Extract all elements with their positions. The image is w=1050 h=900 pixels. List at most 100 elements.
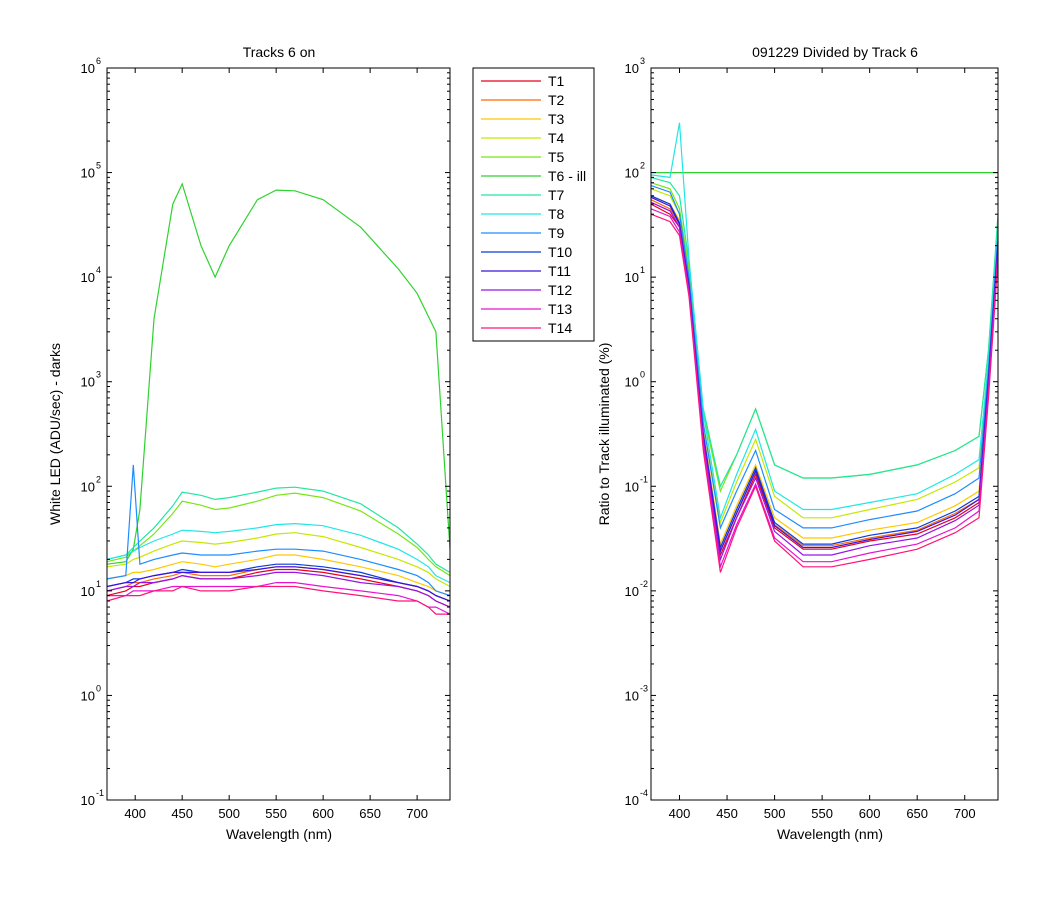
- right-x-tick-label: 600: [859, 806, 881, 821]
- legend-label: T8: [548, 206, 565, 222]
- left-x-tick-label: 700: [406, 806, 428, 821]
- right-series-t10: [650, 195, 999, 550]
- legend-label: T2: [548, 92, 565, 108]
- right-y-tick-exponent: 1: [640, 265, 645, 275]
- right-y-tick-label: 10: [625, 479, 639, 494]
- left-y-tick-label: 10: [81, 375, 95, 390]
- left-y-tick-exponent: 2: [96, 474, 101, 484]
- right-y-tick-label: 10: [625, 61, 639, 76]
- right-y-tick-label: 10: [625, 584, 639, 599]
- right-y-tick-label: 10: [625, 166, 639, 181]
- left-x-tick-label: 650: [359, 806, 381, 821]
- left-series-t12: [106, 571, 451, 608]
- left-series-t11: [106, 566, 451, 602]
- right-y-tick-label: 10: [625, 270, 639, 285]
- left-y-tick-label: 10: [81, 479, 95, 494]
- right-series-t7: [650, 176, 999, 489]
- legend-label: T5: [548, 149, 565, 165]
- left-series-t3: [106, 554, 451, 597]
- right-y-tick-exponent: -1: [640, 474, 648, 484]
- right-plot-ylabel: Ratio to Track illuminated (%): [596, 343, 612, 526]
- right-y-tick-exponent: -2: [640, 579, 648, 589]
- right-y-tick-exponent: -4: [640, 788, 648, 798]
- right-series-t13: [650, 208, 999, 570]
- right-plot-title: 091229 Divided by Track 6: [752, 44, 918, 60]
- legend-label: T4: [548, 130, 565, 146]
- right-y-tick-label: 10: [625, 793, 639, 808]
- right-series-t9: [650, 185, 999, 530]
- legend-label: T6 - ill: [548, 168, 586, 184]
- left-y-tick-label: 10: [81, 793, 95, 808]
- legend-label: T10: [548, 244, 572, 260]
- right-x-tick-label: 500: [764, 806, 786, 821]
- legend: T1 T2 T3 T4 T5 T6 - ill T7 T8 T9 T10 T11 T12 T13 T14: [472, 67, 595, 342]
- left-series-t13: [107, 581, 451, 615]
- left-y-tick-label: 10: [81, 61, 95, 76]
- left-series-t14: [106, 585, 450, 615]
- left-y-tick-label: 10: [81, 166, 95, 181]
- legend-label: T12: [548, 282, 572, 298]
- legend-box: [472, 67, 595, 342]
- right-y-tick-label: 10: [625, 375, 639, 390]
- legend-label: T7: [548, 187, 565, 203]
- left-y-tick-exponent: 4: [96, 265, 101, 275]
- left-y-tick-label: 10: [81, 584, 95, 599]
- left-y-tick-label: 10: [81, 688, 95, 703]
- left-x-tick-label: 600: [312, 806, 334, 821]
- legend-label: T9: [548, 225, 565, 241]
- left-y-tick-exponent: 0: [96, 683, 101, 693]
- left-series-t4: [106, 532, 451, 588]
- right-x-tick-label: 450: [716, 806, 738, 821]
- right-x-ticks: 400 450 500 550 600 650 700: [669, 68, 976, 821]
- left-series-t7: [106, 486, 451, 573]
- left-y-tick-exponent: 6: [96, 56, 101, 66]
- right-plot: 091229 Divided by Track 6 400 450 500 550 60…: [596, 44, 999, 842]
- right-series-t12: [650, 201, 999, 562]
- right-plot-xlabel: Wavelength (nm): [777, 826, 883, 842]
- legend-label: T1: [548, 73, 565, 89]
- right-y-tick-exponent: -3: [640, 683, 648, 693]
- right-plot-series: [650, 122, 999, 573]
- legend-entries: T1 T2 T3 T4 T5 T6 - ill T7 T8 T9 T10 T11 T12 T13 T14: [481, 73, 586, 336]
- legend-label: T3: [548, 111, 565, 127]
- right-x-tick-label: 650: [906, 806, 928, 821]
- left-plot-series: [106, 182, 451, 615]
- left-y-tick-exponent: -1: [96, 788, 104, 798]
- right-y-tick-label: 10: [625, 688, 639, 703]
- right-series-t1: [650, 203, 999, 558]
- right-y-tick-exponent: 3: [640, 56, 645, 66]
- left-y-tick-exponent: 1: [96, 579, 101, 589]
- left-x-tick-label: 550: [265, 806, 287, 821]
- left-y-tick-label: 10: [81, 270, 95, 285]
- right-y-tick-exponent: 0: [640, 370, 645, 380]
- left-series-t6-ill: [106, 182, 451, 565]
- left-y-tick-exponent: 3: [96, 370, 101, 380]
- right-plot-frame: [650, 67, 999, 801]
- left-series-t8: [106, 522, 451, 584]
- right-x-tick-label: 400: [669, 806, 691, 821]
- left-x-ticks: 400 450 500 550 600 650 700: [124, 68, 428, 821]
- left-series-t9: [106, 464, 451, 597]
- left-x-tick-label: 450: [171, 806, 193, 821]
- right-series-t3: [650, 195, 999, 547]
- right-series-t14: [650, 213, 999, 573]
- left-plot-frame: [106, 67, 451, 801]
- left-plot-title: Tracks 6 on: [243, 44, 316, 60]
- left-plot-ylabel: White LED (ADU/sec) - darks: [47, 343, 63, 525]
- left-series-t5: [106, 492, 451, 577]
- right-y-tick-exponent: 2: [640, 161, 645, 171]
- left-x-tick-label: 400: [124, 806, 146, 821]
- legend-label: T13: [548, 301, 572, 317]
- right-series-t8: [650, 122, 999, 521]
- left-y-tick-exponent: 5: [96, 161, 101, 171]
- legend-label: T11: [548, 263, 571, 279]
- right-x-tick-label: 700: [954, 806, 976, 821]
- legend-label: T14: [548, 320, 572, 336]
- right-x-tick-label: 550: [811, 806, 833, 821]
- left-plot-xlabel: Wavelength (nm): [226, 826, 332, 842]
- left-plot: Tracks 6 on 400 450 500 550 600 650 700 10 -110…: [47, 44, 451, 842]
- right-series-t4: [650, 188, 999, 525]
